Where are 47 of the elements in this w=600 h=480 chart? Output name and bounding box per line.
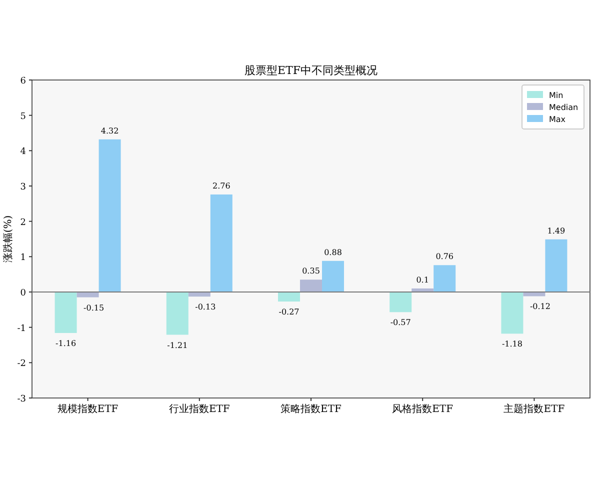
data-label: -0.15 xyxy=(84,303,104,312)
data-label: 0.76 xyxy=(436,252,454,262)
y-tick-label: 1 xyxy=(20,253,26,264)
y-tick-label: -3 xyxy=(17,394,26,404)
bar xyxy=(98,139,121,292)
x-tick-label: 风格指数ETF xyxy=(392,403,454,415)
data-label: -0.12 xyxy=(530,302,550,312)
bar xyxy=(278,292,300,302)
data-label: 4.32 xyxy=(100,126,119,136)
y-tick-label: 6 xyxy=(20,76,26,86)
y-tick-label: 0 xyxy=(20,288,26,298)
data-label: -0.27 xyxy=(278,308,300,317)
y-tick-label: -1 xyxy=(17,324,26,334)
data-label: 2.76 xyxy=(212,181,230,190)
data-label: -1.21 xyxy=(167,340,188,350)
y-tick-label: 5 xyxy=(20,112,26,122)
x-tick-label: 策略指数ETF xyxy=(280,403,342,415)
data-label: 1.49 xyxy=(547,226,566,236)
bar xyxy=(300,280,322,292)
x-tick-label: 规模指数ETF xyxy=(57,403,118,415)
bar xyxy=(210,194,232,292)
data-label: -0.57 xyxy=(390,318,411,328)
legend-label: Min xyxy=(549,91,564,100)
bar xyxy=(166,292,188,335)
y-tick-label: 2 xyxy=(20,218,26,228)
x-tick-label: 主题指数ETF xyxy=(504,403,565,415)
data-label: 0.1 xyxy=(416,275,429,284)
data-label: -1.18 xyxy=(502,340,522,349)
y-tick-label: 3 xyxy=(20,182,26,192)
bar xyxy=(76,292,99,298)
bar xyxy=(434,265,456,292)
legend-label: Max xyxy=(549,115,566,124)
y-tick-label: 4 xyxy=(20,147,26,158)
x-tick-label: 行业指数ETF xyxy=(168,403,230,415)
y-axis-title: 涨跌幅(%) xyxy=(2,215,14,263)
y-tick-label: -2 xyxy=(17,359,26,370)
bar xyxy=(545,239,568,292)
data-label: -0.13 xyxy=(195,302,216,312)
chart-title: 股票型ETF中不同类型概况 xyxy=(244,64,378,77)
bar xyxy=(54,292,77,333)
data-label: -1.16 xyxy=(56,338,76,348)
data-label: 0.88 xyxy=(324,248,342,257)
data-label: 0.35 xyxy=(302,266,320,276)
bar xyxy=(390,292,412,312)
bar xyxy=(322,260,344,292)
legend-label: Median xyxy=(549,103,578,112)
bar xyxy=(501,292,524,334)
